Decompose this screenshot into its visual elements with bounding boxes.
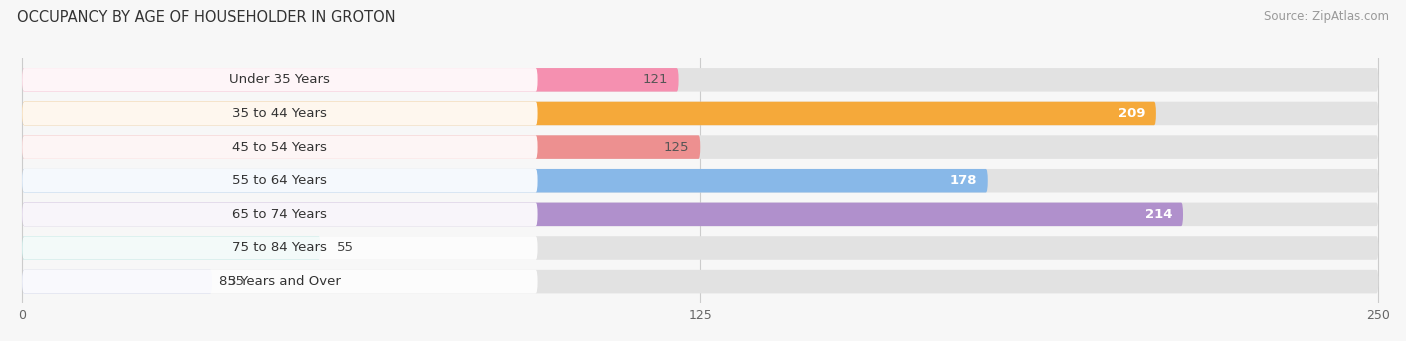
FancyBboxPatch shape bbox=[22, 135, 537, 159]
FancyBboxPatch shape bbox=[22, 270, 212, 293]
FancyBboxPatch shape bbox=[22, 236, 321, 260]
Text: 35 to 44 Years: 35 to 44 Years bbox=[232, 107, 328, 120]
FancyBboxPatch shape bbox=[22, 68, 1378, 92]
Text: 209: 209 bbox=[1118, 107, 1144, 120]
FancyBboxPatch shape bbox=[22, 135, 700, 159]
Text: 75 to 84 Years: 75 to 84 Years bbox=[232, 241, 328, 254]
FancyBboxPatch shape bbox=[22, 135, 1378, 159]
Text: 35: 35 bbox=[228, 275, 246, 288]
Text: 178: 178 bbox=[949, 174, 977, 187]
FancyBboxPatch shape bbox=[22, 68, 537, 92]
Text: 121: 121 bbox=[643, 73, 668, 86]
FancyBboxPatch shape bbox=[22, 102, 537, 125]
FancyBboxPatch shape bbox=[22, 270, 1378, 293]
FancyBboxPatch shape bbox=[22, 102, 1378, 125]
FancyBboxPatch shape bbox=[22, 203, 537, 226]
FancyBboxPatch shape bbox=[22, 68, 679, 92]
FancyBboxPatch shape bbox=[22, 203, 1182, 226]
FancyBboxPatch shape bbox=[22, 270, 537, 293]
FancyBboxPatch shape bbox=[22, 236, 1378, 260]
FancyBboxPatch shape bbox=[22, 169, 1378, 193]
Text: Source: ZipAtlas.com: Source: ZipAtlas.com bbox=[1264, 10, 1389, 23]
Text: 214: 214 bbox=[1144, 208, 1173, 221]
Text: 55 to 64 Years: 55 to 64 Years bbox=[232, 174, 328, 187]
Text: OCCUPANCY BY AGE OF HOUSEHOLDER IN GROTON: OCCUPANCY BY AGE OF HOUSEHOLDER IN GROTO… bbox=[17, 10, 395, 25]
Text: 65 to 74 Years: 65 to 74 Years bbox=[232, 208, 328, 221]
Text: 45 to 54 Years: 45 to 54 Years bbox=[232, 140, 328, 153]
FancyBboxPatch shape bbox=[22, 102, 1156, 125]
FancyBboxPatch shape bbox=[22, 169, 537, 193]
Text: 125: 125 bbox=[664, 140, 689, 153]
Text: Under 35 Years: Under 35 Years bbox=[229, 73, 330, 86]
Text: 55: 55 bbox=[337, 241, 354, 254]
FancyBboxPatch shape bbox=[22, 169, 988, 193]
FancyBboxPatch shape bbox=[22, 236, 537, 260]
FancyBboxPatch shape bbox=[22, 203, 1378, 226]
Text: 85 Years and Over: 85 Years and Over bbox=[219, 275, 340, 288]
